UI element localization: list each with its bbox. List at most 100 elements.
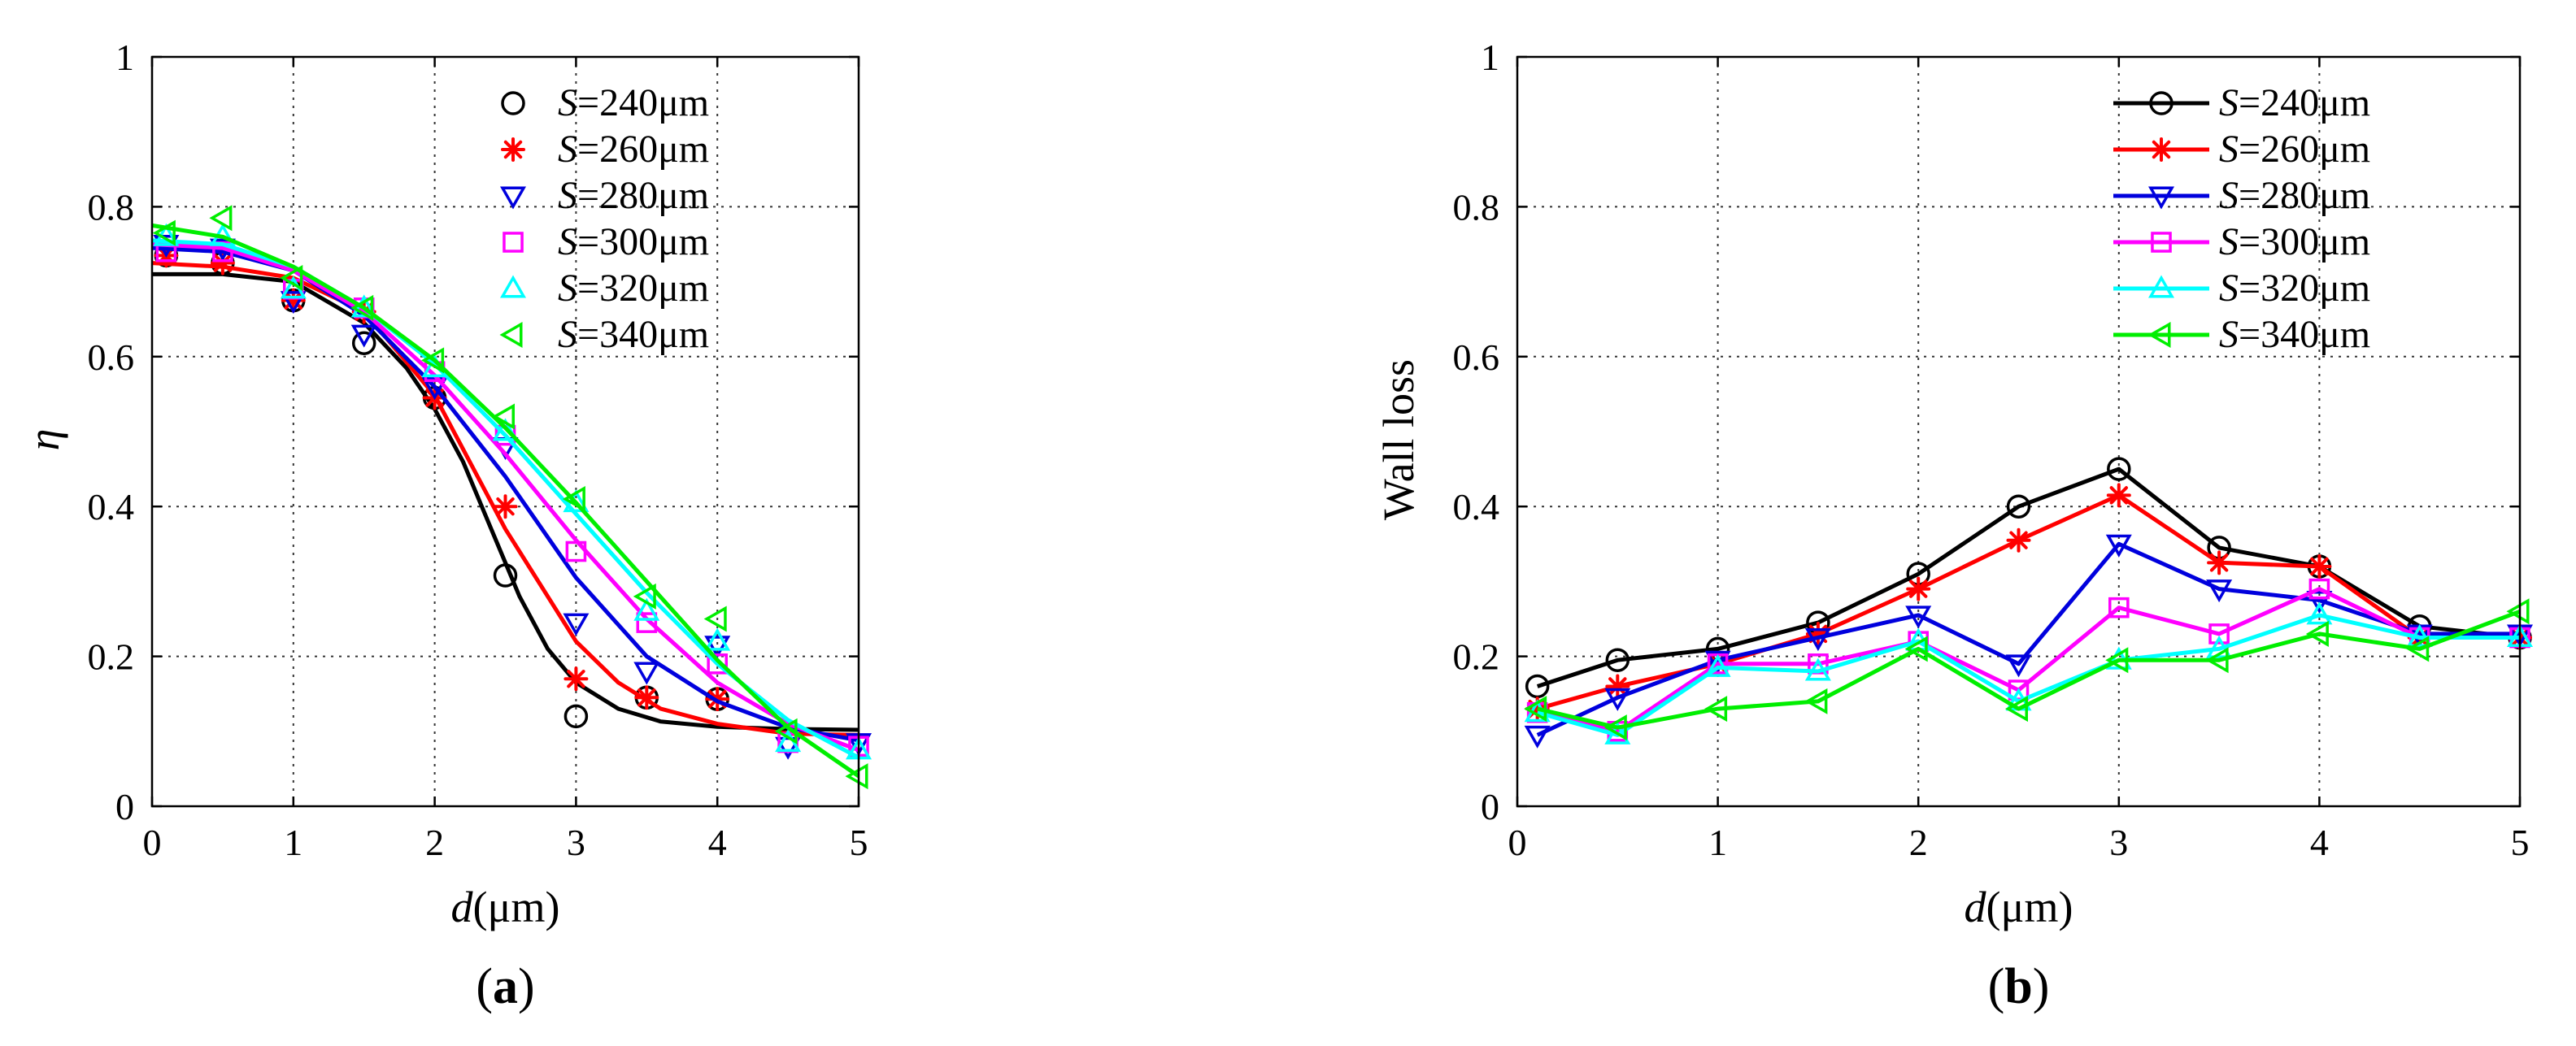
data-point (2207, 550, 2232, 575)
data-point (1704, 650, 1731, 674)
fit-curve-S340 (151, 223, 860, 779)
legend-item: S=300μm (2113, 220, 2370, 263)
legend-marker (2149, 137, 2174, 162)
data-point (491, 403, 515, 430)
legend-label: S=260μm (558, 128, 709, 171)
data-point (2406, 624, 2433, 648)
y-tick-label: 1 (115, 37, 134, 78)
y-tick-label: 0.4 (1453, 486, 1500, 527)
legend-label: S=340μm (558, 313, 709, 356)
y-tick-label: 0.2 (88, 636, 135, 678)
data-point (1704, 653, 1731, 677)
x-tick-label: 1 (284, 822, 302, 863)
data-point (493, 563, 518, 588)
data-point (703, 605, 727, 632)
series-group (151, 205, 872, 790)
axes-frame (150, 55, 860, 808)
x-axis-label: d(μm) (1965, 883, 2073, 931)
x-tick-label: 0 (1508, 822, 1527, 863)
legend-item: S=260μm (501, 128, 709, 171)
series-S340 (151, 205, 868, 790)
data-point (351, 331, 376, 355)
legend: S=240μmS=260μmS=280μmS=300μmS=320μmS=340… (2113, 81, 2370, 356)
data-point (421, 377, 448, 401)
y-tick-label: 0.2 (1453, 636, 1500, 678)
legend-label: S=320μm (558, 267, 709, 310)
data-point (1603, 714, 1627, 741)
legend-item: S=320μm (2113, 267, 2370, 310)
legend-label: S=320μm (2219, 267, 2370, 310)
panel-label: (b) (1988, 959, 2050, 1014)
data-point (1605, 648, 1630, 672)
fit-curve-S300 (151, 242, 859, 753)
x-tick-label: 5 (2511, 822, 2530, 863)
y-tick-label: 0.6 (88, 336, 135, 378)
panel-b: 0 1 2 3 4 5 0 0.2 0.4 0.6 0.8 1 S=240μmS=260μmS=280μ… (1374, 37, 2534, 1014)
data-point (633, 662, 660, 685)
legend-label: S=300μm (558, 220, 709, 263)
x-tick-label: 4 (2310, 822, 2329, 863)
data-point (1804, 688, 1828, 714)
legend-label: S=280μm (2219, 174, 2370, 217)
data-point (564, 704, 589, 729)
x-tick-label: 2 (1909, 822, 1928, 863)
legend-item: S=260μm (2113, 128, 2370, 171)
y-tick-label: 0.4 (88, 486, 135, 527)
data-point (1604, 688, 1631, 711)
panel-label: (a) (476, 959, 534, 1014)
series-line-S240 (1536, 467, 2521, 688)
legend-item: S=280μm (2113, 174, 2370, 217)
data-point (845, 763, 868, 790)
legend-label: S=340μm (2219, 313, 2370, 356)
data-point (707, 653, 729, 675)
data-point (1904, 636, 1928, 662)
data-point (1524, 696, 1547, 723)
y-axis-label: η (20, 429, 68, 451)
data-point (2105, 534, 2132, 558)
data-point (633, 583, 656, 610)
data-point (2306, 590, 2333, 614)
legend-item: S=240μm (2113, 81, 2370, 124)
data-point (1524, 725, 1551, 749)
series-group (1524, 457, 2534, 749)
y-tick-label: 0.6 (1453, 336, 1500, 378)
legend-marker (2149, 91, 2174, 115)
series-S280 (1524, 534, 2534, 749)
data-point (774, 718, 798, 744)
legend-marker (2147, 186, 2175, 210)
legend-marker (503, 232, 524, 253)
legend-item: S=240μm (501, 81, 709, 124)
y-tick-label: 0 (115, 786, 134, 827)
axes-frame (1516, 55, 2522, 808)
legend-label: S=240μm (2219, 81, 2370, 124)
data-point (493, 494, 518, 519)
data-point (2306, 601, 2333, 625)
legend-label: S=240μm (558, 81, 709, 124)
series-line-S340 (1537, 609, 2521, 730)
x-tick-label: 3 (2109, 822, 2128, 863)
data-point (1804, 658, 1831, 681)
y-axis-label: Wall loss (1374, 359, 1423, 520)
data-point (2206, 635, 2233, 658)
data-point (633, 597, 660, 621)
data-point (2004, 696, 2028, 723)
data-point (1905, 605, 1932, 629)
legend-marker (499, 321, 523, 349)
data-point (421, 347, 445, 374)
data-point (2006, 527, 2031, 553)
data-point (2308, 578, 2330, 600)
data-point (1704, 696, 1728, 723)
x-tick-label: 5 (850, 822, 868, 863)
legend-marker (499, 275, 527, 298)
data-point (1604, 721, 1631, 744)
x-tick-label: 3 (567, 822, 585, 863)
data-point (564, 666, 589, 692)
y-tick-label: 0 (1481, 786, 1499, 827)
panel-a: 0 1 2 3 4 5 0 0.2 0.4 0.6 0.8 1 S=240μmS=260μmS=280μ… (20, 37, 872, 1014)
data-point (2305, 620, 2329, 647)
legend-item: S=340μm (2113, 313, 2370, 356)
data-point (2005, 654, 2032, 678)
data-point (2506, 598, 2530, 625)
legend-item: S=320μm (499, 267, 709, 310)
